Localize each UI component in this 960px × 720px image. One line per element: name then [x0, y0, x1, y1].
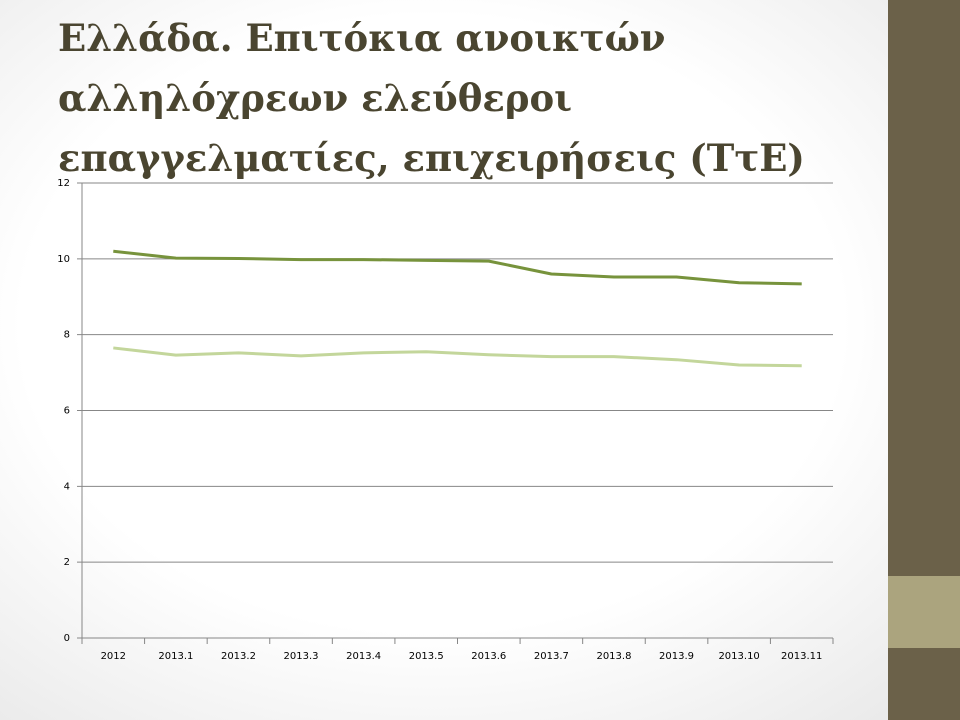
y-tick-label: 10 [57, 254, 70, 265]
x-tick-label: 2012 [101, 651, 126, 662]
y-tick-label: 4 [64, 481, 70, 492]
x-tick-label: 2013.4 [346, 651, 381, 662]
title-line: επαγγελματίες, επιχειρήσεις (ΤτΕ) [58, 136, 805, 180]
x-tick-label: 2013.10 [718, 651, 759, 662]
x-tick-label: 2013.5 [409, 651, 444, 662]
x-tick-label: 2013.2 [221, 651, 256, 662]
chart: 0 2 4 6 8 10 12 2012 2013.1 2013.2 2013.3 2013.4 201… [57, 178, 834, 662]
y-tick-label: 8 [64, 330, 70, 341]
series-line [113, 249, 802, 286]
x-tick-label: 2013.7 [534, 651, 569, 662]
x-tick-label: 2013.6 [471, 651, 506, 662]
x-tick-label: 2013.8 [596, 651, 631, 662]
slide-title: Ελλάδα. Επιτόκια ανοικτών αλληλόχρεων ελ… [58, 8, 878, 188]
y-tick-label: 12 [57, 178, 70, 189]
x-tick-label: 2013.3 [284, 651, 319, 662]
x-tick-label: 2013.1 [158, 651, 193, 662]
x-tick-label: 2013.11 [781, 651, 822, 662]
series-line [113, 346, 802, 368]
y-tick-label: 0 [64, 633, 70, 644]
title-line: Ελλάδα. Επιτόκια ανοικτών [58, 16, 666, 60]
side-band [888, 576, 960, 648]
x-tick-label: 2013.9 [659, 651, 694, 662]
y-tick-label: 6 [64, 406, 70, 417]
y-tick-label: 2 [64, 557, 70, 568]
title-line: αλληλόχρεων ελεύθεροι [58, 76, 573, 120]
